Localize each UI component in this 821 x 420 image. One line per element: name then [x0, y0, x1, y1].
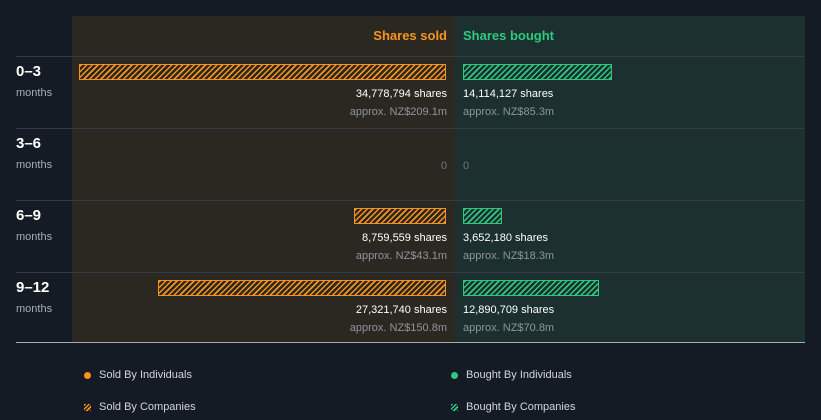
sold-approx-9-12: approx. NZ$150.8m: [349, 322, 447, 334]
bought-shares-6-9: 3,652,180 shares: [463, 232, 549, 244]
sold-bar-0-3: [79, 64, 446, 80]
sold-approx-0-3: approx. NZ$209.1m: [349, 106, 447, 118]
row-label-9-12: 9–12 months: [16, 279, 52, 315]
row-divider: [16, 272, 805, 273]
row-label-3-6: 3–6 months: [16, 135, 52, 171]
period-label: 0–3: [16, 63, 42, 80]
bought-bar-9-12: [463, 280, 599, 296]
bought-zero-3-6: 0: [463, 160, 470, 172]
bought-header: Shares bought: [463, 28, 555, 43]
bought-bar-0-3: [463, 64, 612, 80]
row-label-6-9: 6–9 months: [16, 207, 52, 243]
green-dot-icon: [451, 371, 458, 379]
legend-label: Sold By Individuals: [99, 369, 192, 381]
period-unit: months: [16, 303, 53, 315]
period-unit: months: [16, 87, 53, 99]
sold-bar-6-9: [354, 208, 446, 224]
orange-dot-icon: [84, 371, 91, 379]
sold-bar-9-12: [158, 280, 446, 296]
period-label: 3–6: [16, 135, 42, 152]
sold-approx-6-9: approx. NZ$43.1m: [355, 250, 447, 262]
legend-sold-individuals[interactable]: Sold By Individuals: [84, 369, 192, 381]
sold-zero-3-6: 0: [440, 160, 447, 172]
sold-shares-9-12: 27,321,740 shares: [355, 304, 447, 316]
legend-label: Bought By Companies: [466, 401, 576, 413]
period-unit: months: [16, 159, 53, 171]
legend-bought-individuals[interactable]: Bought By Individuals: [451, 369, 572, 381]
legend-label: Sold By Companies: [99, 401, 196, 413]
orange-hatch-icon: [84, 403, 91, 411]
row-divider: [16, 56, 805, 57]
sold-header: Shares sold: [373, 28, 447, 43]
period-label: 6–9: [16, 207, 42, 224]
bought-bar-6-9: [463, 208, 502, 224]
bought-approx-6-9: approx. NZ$18.3m: [463, 250, 555, 262]
bought-approx-0-3: approx. NZ$85.3m: [463, 106, 555, 118]
row-divider: [16, 200, 805, 201]
chart-baseline: [16, 342, 805, 343]
bought-approx-9-12: approx. NZ$70.8m: [463, 322, 555, 334]
period-label: 9–12: [16, 279, 50, 296]
bought-shares-9-12: 12,890,709 shares: [463, 304, 555, 316]
period-unit: months: [16, 231, 53, 243]
bought-shares-0-3: 14,114,127 shares: [463, 88, 554, 100]
row-label-0-3: 0–3 months: [16, 63, 52, 99]
sold-shares-6-9: 8,759,559 shares: [361, 232, 447, 244]
sold-shares-0-3: 34,778,794 shares: [355, 88, 447, 100]
row-divider: [16, 128, 805, 129]
legend-label: Bought By Individuals: [466, 369, 572, 381]
legend-bought-companies[interactable]: Bought By Companies: [451, 401, 575, 413]
legend-sold-companies[interactable]: Sold By Companies: [84, 401, 196, 413]
green-hatch-icon: [451, 403, 458, 411]
